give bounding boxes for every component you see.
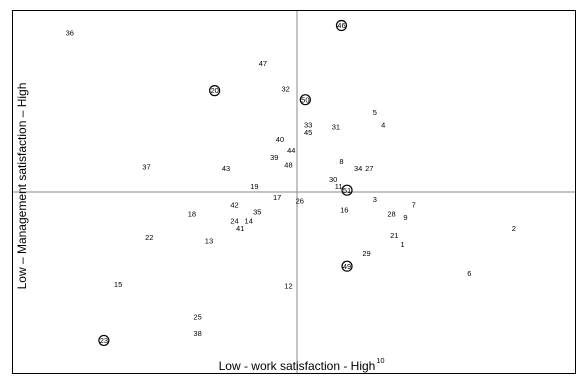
point-label-41: 41 — [236, 224, 244, 233]
point-label-13: 13 — [205, 236, 213, 245]
point-label-20: 20 — [210, 86, 218, 95]
point-label-39: 39 — [270, 153, 278, 162]
point-label-7: 7 — [412, 200, 416, 209]
point-label-18: 18 — [188, 209, 196, 218]
x-axis-label: Low - work satisfaction - High — [219, 359, 376, 373]
point-label-23: 23 — [100, 336, 108, 345]
point-label-2: 2 — [512, 224, 516, 233]
point-label-21: 21 — [390, 231, 398, 240]
point-label-32: 32 — [281, 84, 289, 93]
point-label-11: 11 — [335, 182, 343, 191]
point-label-8: 8 — [339, 157, 343, 166]
point-label-16: 16 — [340, 206, 348, 215]
point-label-15: 15 — [114, 280, 122, 289]
point-label-43: 43 — [222, 164, 230, 173]
point-label-24: 24 — [230, 217, 238, 226]
point-ring-46 — [335, 19, 348, 32]
point-label-34: 34 — [354, 164, 362, 173]
point-label-31: 31 — [332, 122, 340, 131]
point-ring-50 — [299, 94, 311, 106]
point-label-27: 27 — [365, 164, 373, 173]
point-label-51: 51 — [343, 186, 351, 195]
point-label-46: 46 — [337, 21, 345, 30]
point-ring-51 — [341, 184, 353, 196]
point-label-40: 40 — [276, 135, 284, 144]
point-label-1: 1 — [401, 240, 405, 249]
data-points: 1234567891011121314151617181920212223242… — [66, 19, 516, 365]
point-label-37: 37 — [142, 162, 150, 171]
point-label-4: 4 — [381, 121, 385, 130]
point-label-14: 14 — [245, 217, 253, 226]
point-label-44: 44 — [287, 146, 295, 155]
point-label-3: 3 — [373, 195, 377, 204]
point-label-12: 12 — [284, 282, 292, 291]
point-label-48: 48 — [284, 160, 292, 169]
point-label-19: 19 — [250, 182, 258, 191]
point-label-9: 9 — [403, 213, 407, 222]
point-label-47: 47 — [259, 59, 267, 68]
point-label-22: 22 — [145, 233, 153, 242]
point-label-36: 36 — [66, 28, 74, 37]
point-label-26: 26 — [296, 197, 304, 206]
point-label-45: 45 — [304, 128, 312, 137]
point-label-30: 30 — [329, 175, 337, 184]
point-ring-20 — [209, 85, 221, 97]
point-ring-49 — [341, 260, 353, 272]
point-label-33: 33 — [304, 121, 312, 130]
point-label-6: 6 — [467, 269, 471, 278]
point-label-38: 38 — [193, 329, 201, 338]
point-label-42: 42 — [230, 200, 238, 209]
point-label-49: 49 — [343, 262, 351, 271]
point-label-5: 5 — [373, 108, 377, 117]
point-label-10: 10 — [376, 356, 384, 365]
y-axis-label: Low – Management satisfaction – High — [15, 83, 29, 290]
point-label-35: 35 — [253, 208, 261, 217]
point-label-25: 25 — [193, 312, 201, 321]
point-label-50: 50 — [301, 95, 309, 104]
point-label-17: 17 — [273, 193, 281, 202]
point-label-28: 28 — [387, 209, 395, 218]
point-ring-23 — [98, 334, 110, 347]
point-label-29: 29 — [362, 249, 370, 258]
